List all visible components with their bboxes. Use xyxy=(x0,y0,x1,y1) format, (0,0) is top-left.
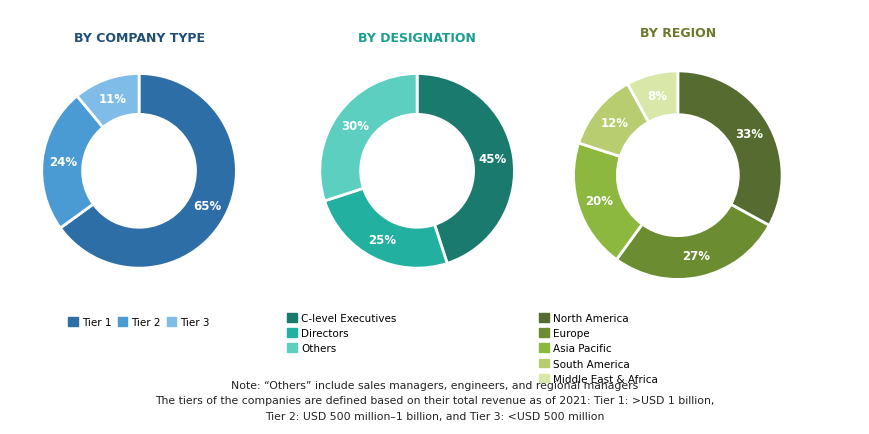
Text: 65%: 65% xyxy=(194,200,222,213)
Title: BY DESIGNATION: BY DESIGNATION xyxy=(358,32,476,45)
Text: 45%: 45% xyxy=(479,153,507,166)
Text: 11%: 11% xyxy=(99,93,127,106)
Text: 30%: 30% xyxy=(341,120,369,133)
Text: Note: “Others” include sales managers, engineers, and regional managers
The tier: Note: “Others” include sales managers, e… xyxy=(155,380,714,421)
Circle shape xyxy=(362,116,473,227)
Text: 20%: 20% xyxy=(586,195,614,207)
Wedge shape xyxy=(616,205,769,280)
Legend: Tier 1, Tier 2, Tier 3: Tier 1, Tier 2, Tier 3 xyxy=(64,313,214,332)
Wedge shape xyxy=(60,74,236,269)
Wedge shape xyxy=(417,74,514,264)
Legend: C-level Executives, Directors, Others: C-level Executives, Directors, Others xyxy=(283,309,401,358)
Circle shape xyxy=(83,116,195,227)
Text: 27%: 27% xyxy=(682,250,710,263)
Title: BY COMPANY TYPE: BY COMPANY TYPE xyxy=(74,32,204,45)
Text: 25%: 25% xyxy=(368,233,396,246)
Wedge shape xyxy=(579,85,648,157)
Wedge shape xyxy=(324,189,448,269)
Text: 24%: 24% xyxy=(49,155,76,168)
Wedge shape xyxy=(77,74,139,128)
Text: 12%: 12% xyxy=(600,117,628,130)
Text: 33%: 33% xyxy=(734,128,763,141)
Title: BY REGION: BY REGION xyxy=(640,27,716,40)
Legend: North America, Europe, Asia Pacific, South America, Middle East & Africa: North America, Europe, Asia Pacific, Sou… xyxy=(535,309,662,388)
Wedge shape xyxy=(574,144,642,260)
Wedge shape xyxy=(320,74,417,201)
Wedge shape xyxy=(678,72,782,226)
Circle shape xyxy=(619,116,737,235)
Wedge shape xyxy=(42,97,103,229)
Text: 8%: 8% xyxy=(647,90,667,103)
Wedge shape xyxy=(627,72,678,123)
